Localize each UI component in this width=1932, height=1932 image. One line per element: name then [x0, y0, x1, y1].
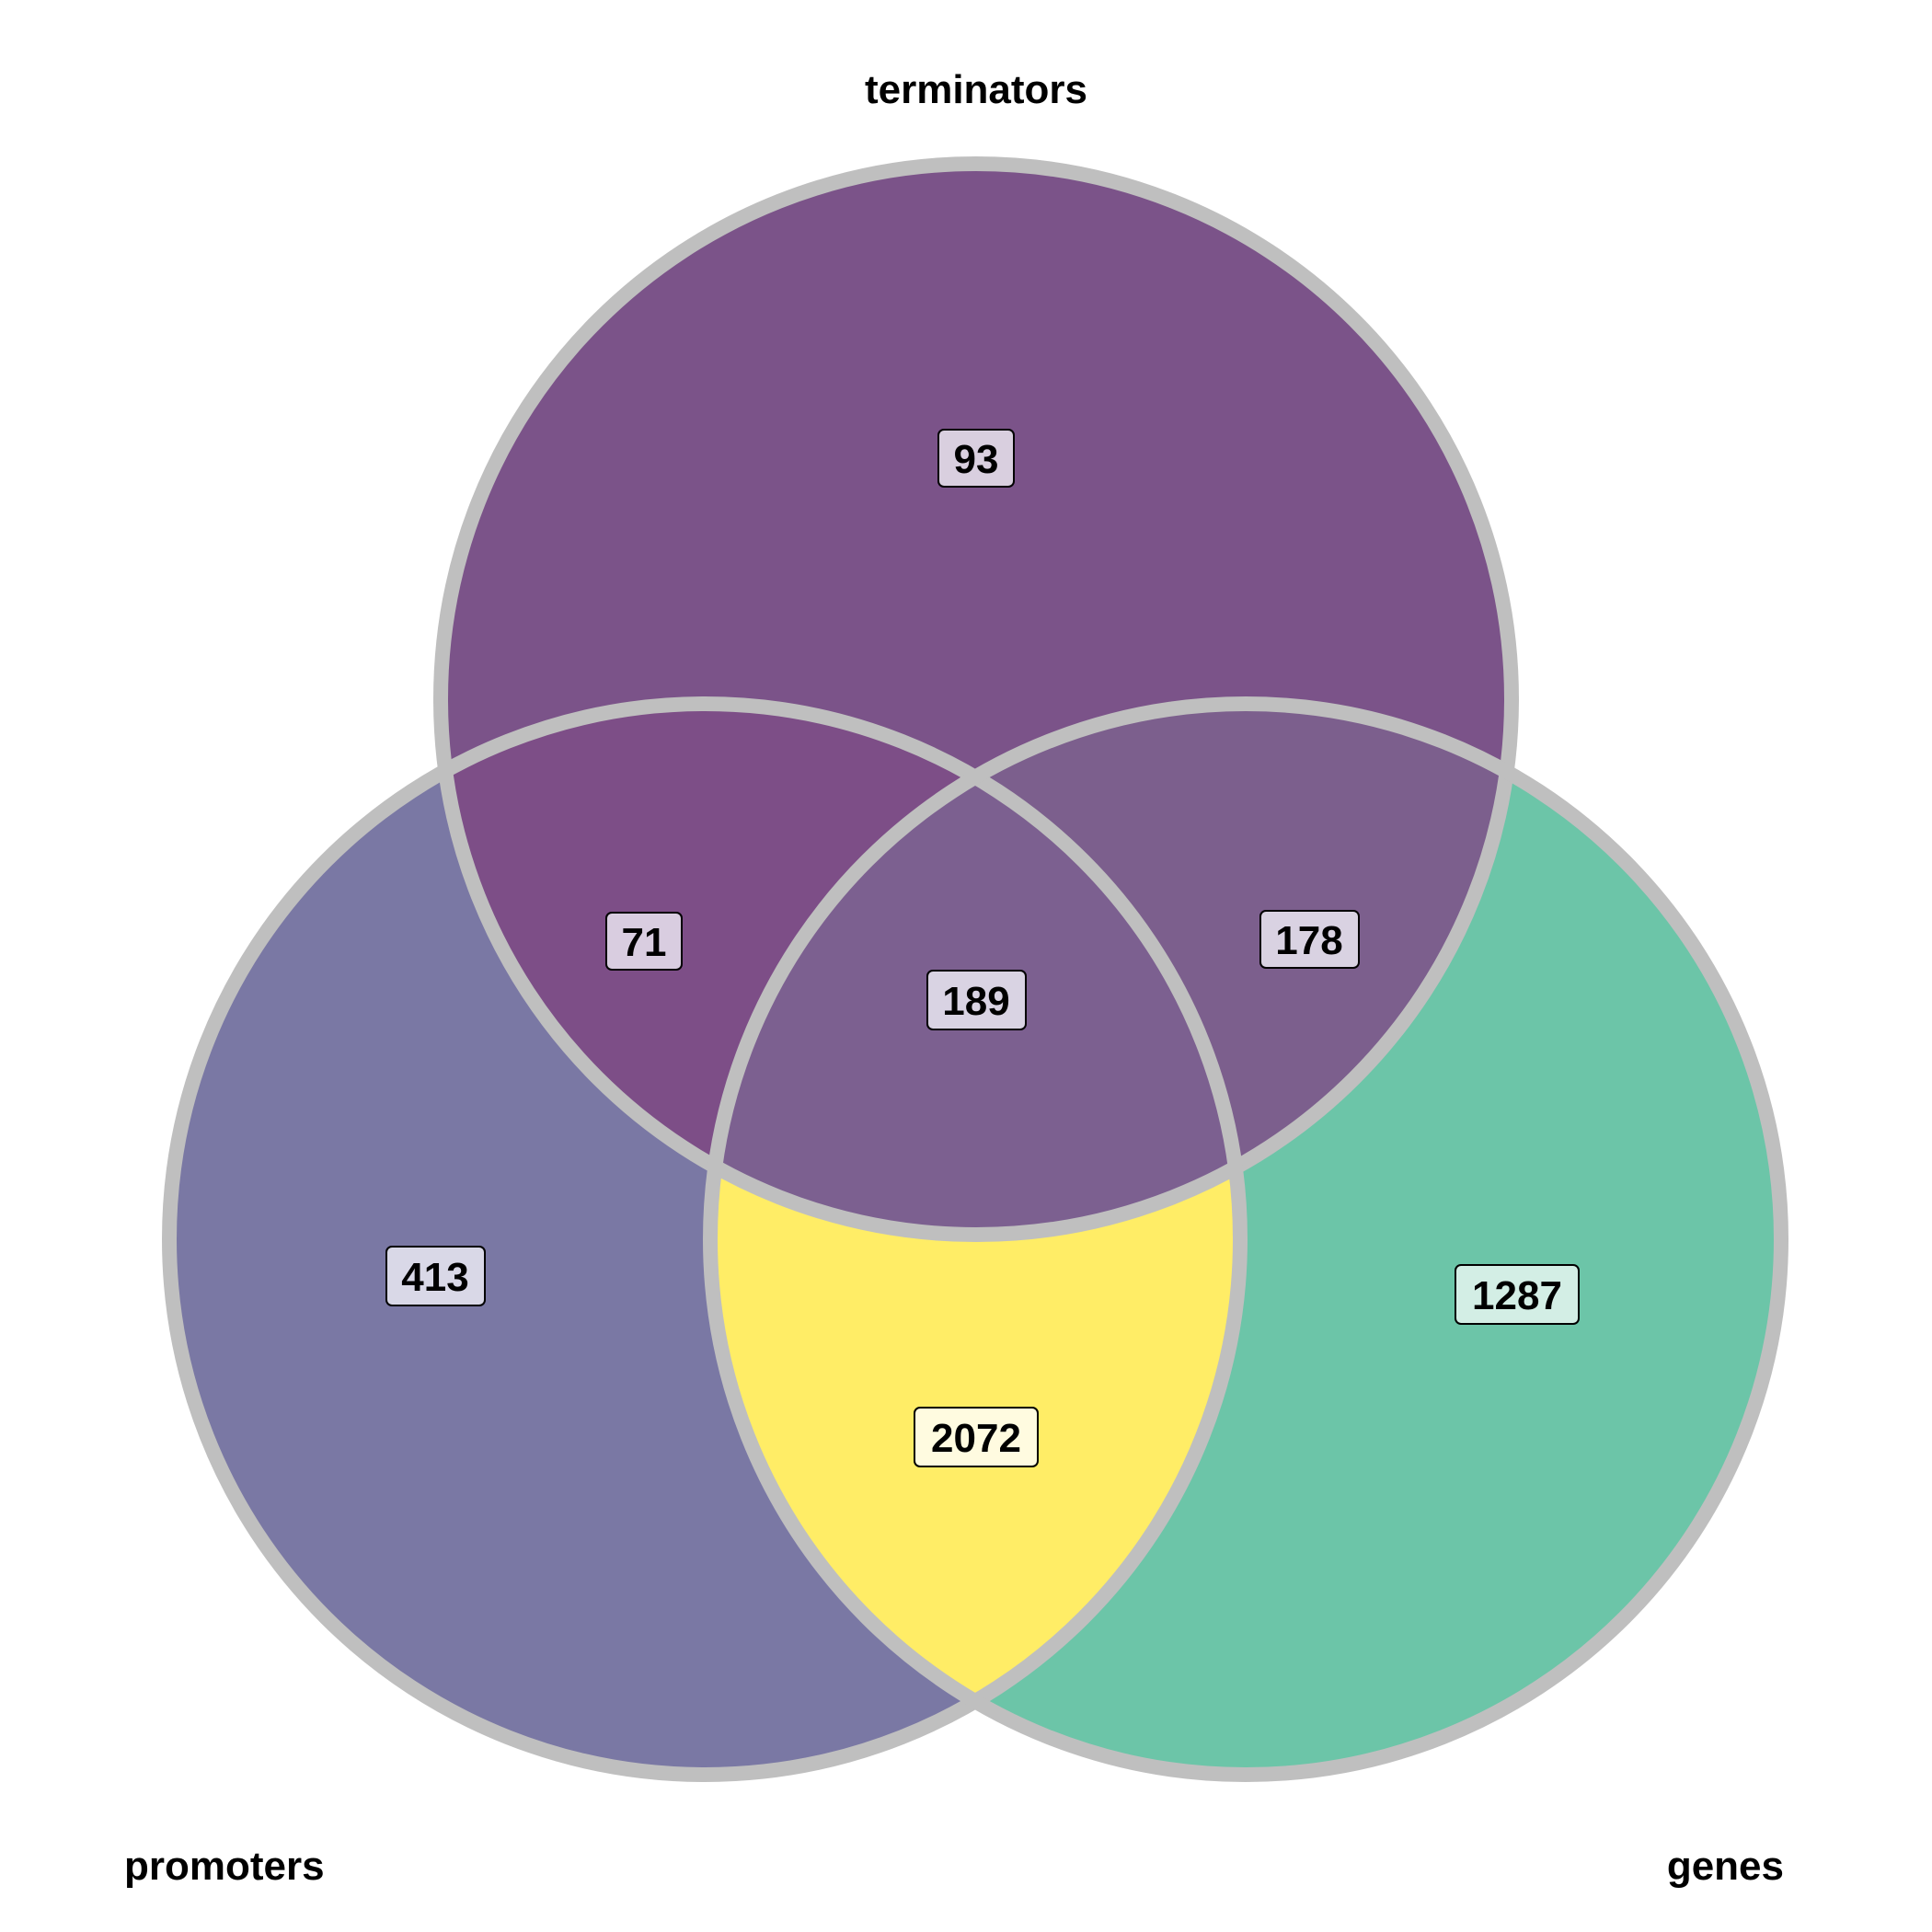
count-promoters-terminators: 71	[622, 920, 667, 965]
count-label-all-three: 189	[926, 970, 1027, 1030]
count-box	[605, 912, 683, 971]
count-label-promoters-only: 413	[385, 1246, 486, 1306]
genes-label: genes	[1667, 1844, 1784, 1889]
genes-circle	[703, 696, 1788, 1782]
promoters-label: promoters	[124, 1844, 325, 1889]
region-fills	[169, 164, 1781, 1775]
count-genes-only: 1287	[1472, 1273, 1562, 1318]
count-promoters-only: 413	[401, 1255, 468, 1300]
count-box	[385, 1246, 486, 1306]
count-box	[1259, 910, 1360, 969]
count-box	[937, 429, 1015, 488]
promoters-circle	[162, 696, 1248, 1782]
count-label-terminators-only: 93	[937, 429, 1015, 488]
count-promoters-genes: 2072	[931, 1416, 1021, 1461]
count-terminators-only: 93	[954, 437, 999, 482]
count-box	[914, 1407, 1039, 1467]
set-outlines	[162, 156, 1788, 1782]
region-promoters-terminators	[441, 704, 1240, 1235]
region-genes-terminators	[710, 704, 1512, 1235]
terminators-circle	[433, 156, 1519, 1242]
count-box	[926, 970, 1027, 1030]
count-label-promoters-terminators: 71	[605, 912, 683, 971]
count-label-promoters-genes: 2072	[914, 1407, 1039, 1467]
count-label-genes-only: 1287	[1455, 1264, 1580, 1325]
count-genes-terminators: 178	[1275, 918, 1342, 963]
count-label-genes-terminators: 178	[1259, 910, 1360, 969]
count-box	[1455, 1264, 1580, 1325]
terminators-label: terminators	[865, 67, 1087, 112]
count-all-three: 189	[942, 979, 1009, 1024]
